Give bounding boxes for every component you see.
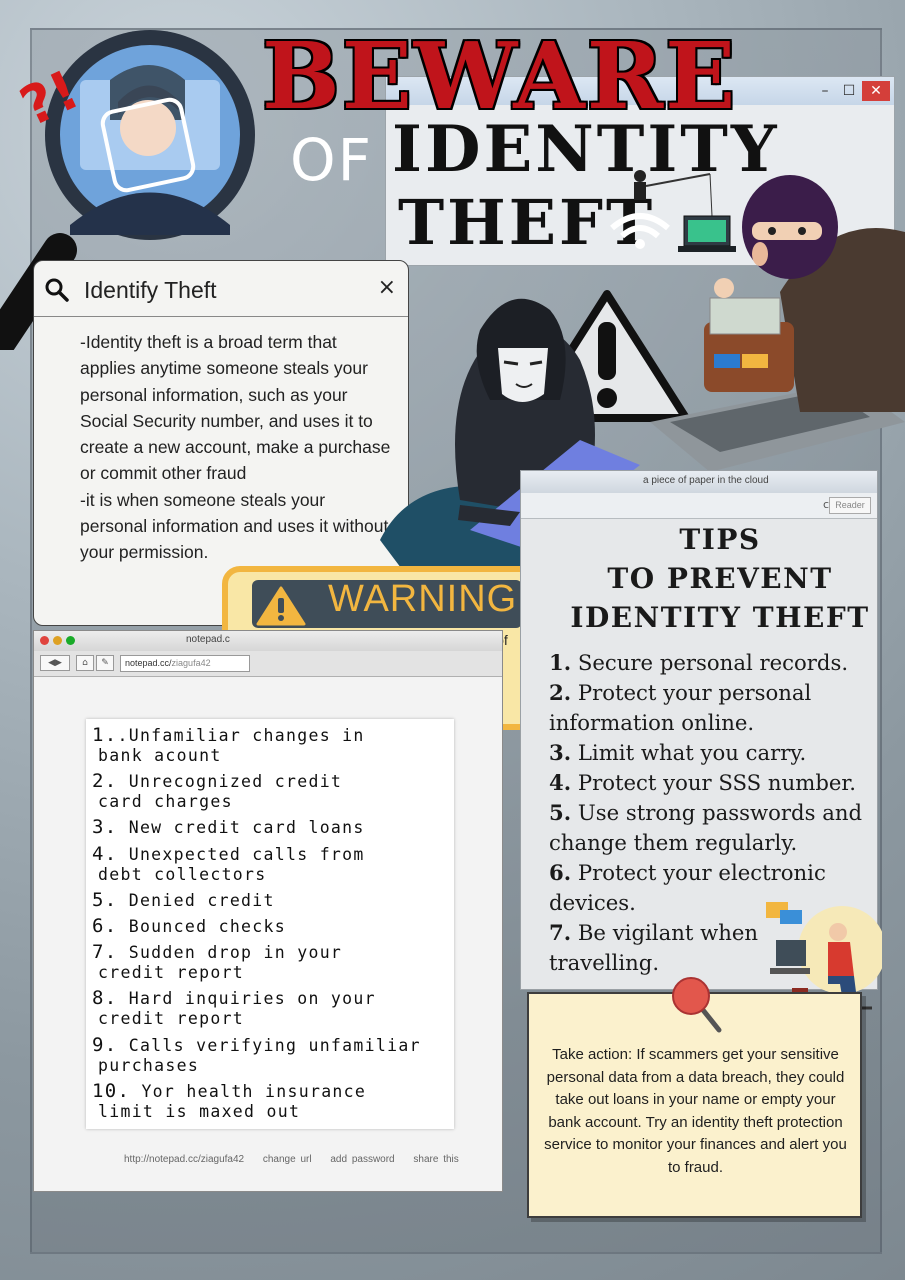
footer-link-change-url[interactable]: change url	[262, 1154, 312, 1165]
notepad-window: notepad.c ◀▶ ⌂ ✎ notepad.cc/ziagufa42 1.…	[33, 630, 503, 1192]
svg-text:?!: ?!	[16, 60, 86, 130]
notepad-url-field[interactable]: notepad.cc/ziagufa42	[120, 655, 250, 672]
url-host: notepad.cc/	[125, 658, 172, 668]
list-item: 7. Sudden drop in your credit report	[92, 941, 343, 983]
title-identity: IDENTITY	[392, 112, 780, 187]
title-of: OF	[290, 126, 374, 194]
list-item: 3. New credit card loans	[92, 816, 365, 839]
minimize-icon[interactable]: –	[821, 83, 829, 99]
window-close-icon[interactable]: ✕	[862, 81, 890, 101]
list-item: 2. Unrecognized credit card charges	[92, 770, 343, 812]
tips-tab-title[interactable]: a piece of paper in the cloud	[643, 475, 769, 486]
reader-button[interactable]: Reader	[829, 497, 871, 514]
tips-heading-line: IDENTITY THEFT	[570, 601, 870, 634]
tip-item: 3. Limit what you carry.	[549, 740, 807, 765]
notepad-footer: http://notepad.cc/ziagufa42 change url a…	[124, 1154, 473, 1165]
zoom-dot-icon[interactable]	[66, 636, 75, 645]
list-item: 9. Calls verifying unfamiliar purchases	[92, 1033, 421, 1075]
footer-link-url[interactable]: http://notepad.cc/ziagufa42	[124, 1154, 245, 1165]
footer-link-share[interactable]: share this	[413, 1154, 459, 1165]
list-item: 10. Yor health insurance limit is maxed o…	[92, 1079, 367, 1121]
wifi-laptop-illustration	[610, 170, 736, 252]
definition-paragraph: -it is when someone steals your personal…	[80, 489, 389, 563]
magnifier-icon	[0, 30, 255, 350]
list-item: 8. Hard inquiries on your credit report	[92, 987, 376, 1029]
tips-list: 1. Secure personal records. 2. Protect y…	[549, 648, 869, 978]
tips-heading-line: TIPS	[679, 523, 761, 556]
notepad-window-title: notepad.c	[186, 634, 230, 645]
footer-link-add-password[interactable]: add password	[330, 1154, 395, 1165]
title-window-bar: – ☐ ✕	[386, 77, 894, 105]
tip-item: 1. Secure personal records.	[549, 650, 849, 675]
tip-item: 2. Protect your personal information onl…	[549, 680, 812, 735]
take-action-text: Take action: If scammers get your sensit…	[544, 1046, 847, 1176]
tip-item: 6. Protect your electronic devices.	[549, 860, 826, 915]
tip-item: 4. Protect your SSS number.	[549, 770, 856, 795]
title-theft: THEFT	[398, 186, 656, 259]
take-action-box: Take action: If scammers get your sensit…	[527, 977, 862, 1218]
warning-signs-list: 1..Unfamiliar changes in bank acount 2. U…	[92, 725, 452, 1127]
notepad-titlebar: notepad.c	[34, 631, 502, 651]
identity-theft-search-card: Identify Theft × -Identity theft is a br…	[33, 260, 409, 626]
tips-browser-window: a piece of paper in the cloud c Reader	[520, 470, 878, 990]
definition-text: -Identity theft is a broad term that app…	[34, 317, 408, 566]
title-beware: BEWARE	[262, 22, 738, 130]
tips-heading-line: TO PREVENT	[607, 562, 833, 595]
list-item: 1..Unfamiliar changes in bank acount	[92, 724, 365, 765]
url-path: ziagufa42	[171, 658, 211, 668]
home-icon[interactable]: ⌂	[76, 655, 94, 671]
minimize-dot-icon[interactable]	[53, 636, 62, 645]
tip-item: 7. Be vigilant when travelling.	[549, 920, 759, 975]
maximize-icon[interactable]: ☐	[842, 83, 856, 99]
wrench-icon[interactable]: ✎	[96, 655, 114, 671]
warning-triangle-icon	[256, 586, 306, 626]
warning-title: WARNING	[328, 578, 518, 620]
notepad-paper: 1..Unfamiliar changes in bank acount 2. U…	[86, 719, 454, 1129]
list-item: 6. Bounced checks	[92, 914, 286, 937]
pin-icon	[672, 977, 722, 1033]
close-icon[interactable]: ×	[377, 275, 396, 300]
search-query[interactable]: Identify Theft	[84, 277, 217, 303]
definition-paragraph: -Identity theft is a broad term that app…	[80, 332, 391, 484]
search-icon	[45, 278, 69, 302]
tips-window-tab: a piece of paper in the cloud	[521, 471, 877, 493]
reload-icon[interactable]: c	[823, 498, 830, 511]
list-item: 5. Denied credit	[92, 888, 275, 911]
tips-heading: TIPS TO PREVENT IDENTITY THEFT	[560, 520, 880, 637]
question-mark-icon: ?!	[16, 60, 86, 130]
thief-illustration	[650, 175, 905, 472]
search-bar[interactable]: Identify Theft ×	[34, 261, 408, 317]
tip-item: 5. Use strong passwords and change them …	[549, 800, 863, 855]
back-forward-icon[interactable]: ◀▶	[40, 655, 70, 671]
tips-address-bar: c Reader	[521, 493, 877, 519]
notepad-toolbar: ◀▶ ⌂ ✎ notepad.cc/ziagufa42	[34, 651, 502, 677]
close-dot-icon[interactable]	[40, 636, 49, 645]
list-item: 4. Unexpected calls from debt collectors	[92, 842, 365, 884]
